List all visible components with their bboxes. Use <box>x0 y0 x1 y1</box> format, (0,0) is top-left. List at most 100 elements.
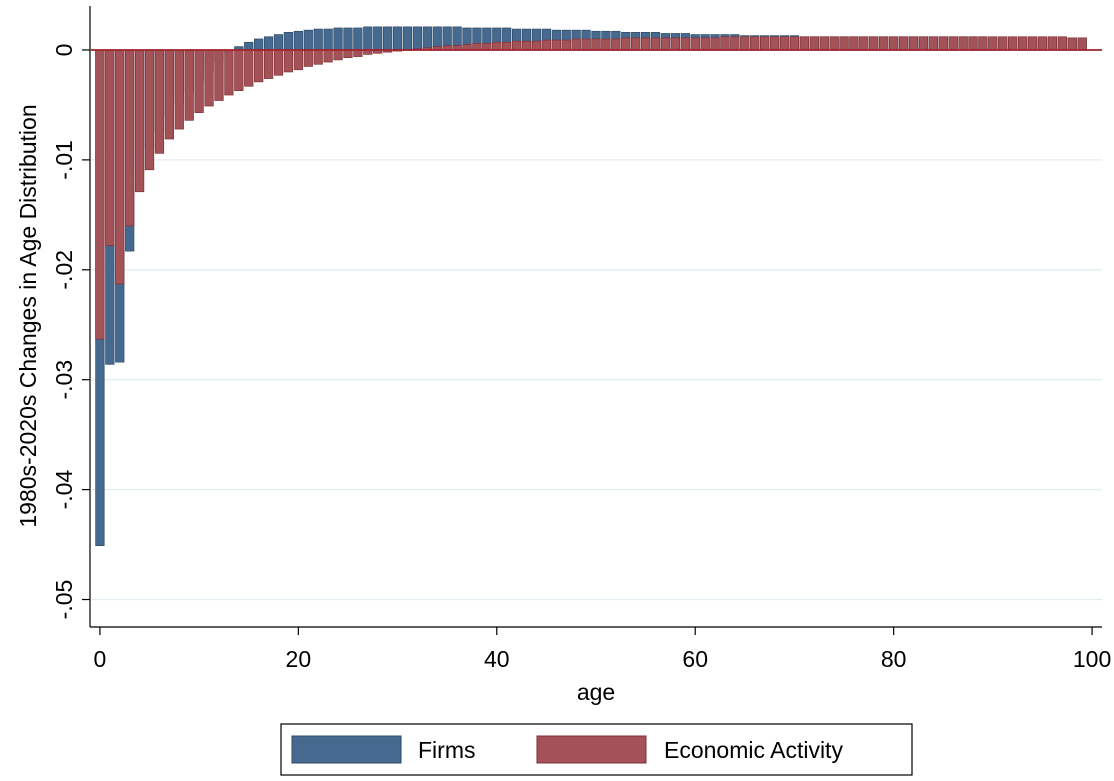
x-tick-label: 0 <box>94 646 107 672</box>
bar-firms-25 <box>343 27 353 51</box>
bar-economic-activity-81 <box>898 36 909 51</box>
bar-economic-activity-83 <box>918 36 929 51</box>
bar-economic-activity-93 <box>1018 36 1028 51</box>
bar-economic-activity-4 <box>134 49 145 193</box>
bar-economic-activity-90 <box>988 36 998 51</box>
bar-economic-activity-24 <box>333 49 343 61</box>
bar-economic-activity-55 <box>640 37 651 51</box>
bar-economic-activity-3 <box>125 49 135 227</box>
bar-firms-19 <box>283 32 294 51</box>
bar-economic-activity-88 <box>968 36 978 51</box>
bar-economic-activity-39 <box>482 43 492 51</box>
bar-economic-activity-69 <box>779 36 790 51</box>
bar-economic-activity-20 <box>293 49 303 71</box>
bar-economic-activity-0 <box>95 49 105 340</box>
bar-economic-activity-92 <box>1008 36 1018 51</box>
bar-economic-activity-77 <box>859 36 869 51</box>
x-tick-label: 100 <box>1073 646 1111 672</box>
bar-firms-26 <box>353 27 363 51</box>
bar-economic-activity-25 <box>343 49 353 59</box>
y-tick-label: -.04 <box>51 470 77 510</box>
bar-firms-15 <box>244 41 254 51</box>
economic-activity-bars <box>95 36 1087 340</box>
bar-firms-31 <box>402 26 413 51</box>
bar-economic-activity-18 <box>273 49 284 76</box>
y-axis-label: 1980s-2020s Changes in Age Distribution <box>15 104 41 527</box>
bar-economic-activity-67 <box>760 36 770 51</box>
bar-economic-activity-72 <box>809 36 819 51</box>
bar-economic-activity-79 <box>879 36 889 51</box>
bar-economic-activity-17 <box>263 49 274 79</box>
legend-swatch-economic-activity <box>536 735 647 764</box>
bar-economic-activity-13 <box>224 49 234 96</box>
bar-economic-activity-56 <box>650 37 661 51</box>
y-axis-ticks: 0 -.01 -.02 -.03 -.04 -.05 <box>51 44 90 620</box>
x-tick-label: 80 <box>881 646 907 672</box>
y-tick-label: -.03 <box>51 360 77 400</box>
bar-economic-activity-15 <box>244 49 254 87</box>
bar-firms-33 <box>422 26 432 51</box>
bar-economic-activity-51 <box>601 38 611 51</box>
bar-economic-activity-94 <box>1027 36 1038 51</box>
bar-economic-activity-10 <box>194 49 204 113</box>
bar-economic-activity-38 <box>472 43 482 51</box>
bar-economic-activity-45 <box>541 39 552 51</box>
bar-economic-activity-14 <box>234 49 244 91</box>
x-tick-label: 20 <box>286 646 312 672</box>
bar-firms-21 <box>303 29 313 51</box>
bar-economic-activity-49 <box>581 38 591 51</box>
bar-firms-24 <box>333 27 343 51</box>
bar-firms-17 <box>263 36 274 51</box>
bar-economic-activity-26 <box>353 49 363 57</box>
bar-economic-activity-98 <box>1067 37 1077 51</box>
legend-swatch-firms <box>291 735 402 764</box>
bar-economic-activity-86 <box>948 36 958 51</box>
legend-label-firms: Firms <box>418 737 475 763</box>
bar-economic-activity-5 <box>144 49 155 171</box>
bar-economic-activity-60 <box>690 37 700 51</box>
bar-economic-activity-95 <box>1037 36 1048 51</box>
bar-economic-activity-43 <box>521 40 532 51</box>
bar-firms-20 <box>293 30 303 51</box>
bar-economic-activity-89 <box>978 36 988 51</box>
bar-economic-activity-84 <box>928 36 938 51</box>
x-axis-label: age <box>577 679 615 705</box>
bar-economic-activity-19 <box>283 49 294 73</box>
bar-economic-activity-16 <box>254 49 264 83</box>
bar-firms-29 <box>383 26 393 51</box>
x-tick-label: 60 <box>682 646 708 672</box>
legend-label-economic-activity: Economic Activity <box>664 737 843 763</box>
bar-economic-activity-78 <box>869 36 879 51</box>
bar-economic-activity-61 <box>700 37 710 51</box>
bar-economic-activity-23 <box>323 49 333 63</box>
bar-economic-activity-75 <box>839 36 849 51</box>
grid-lines <box>91 159 1102 601</box>
bar-economic-activity-9 <box>184 49 194 121</box>
bar-economic-activity-44 <box>531 40 542 51</box>
bar-economic-activity-21 <box>303 49 313 67</box>
bar-economic-activity-48 <box>571 38 581 51</box>
y-tick-label: -.05 <box>51 580 77 620</box>
bar-economic-activity-96 <box>1047 36 1058 51</box>
legend: Firms Economic Activity <box>280 723 913 776</box>
bar-economic-activity-91 <box>998 36 1008 51</box>
bar-economic-activity-80 <box>889 36 899 51</box>
bar-economic-activity-47 <box>561 39 571 51</box>
bar-economic-activity-6 <box>154 49 165 154</box>
bar-economic-activity-64 <box>730 36 740 51</box>
bar-economic-activity-22 <box>313 49 323 65</box>
bar-economic-activity-65 <box>740 36 750 51</box>
bar-firms-30 <box>392 26 403 51</box>
bar-economic-activity-62 <box>710 37 720 51</box>
bar-economic-activity-70 <box>789 36 800 51</box>
bar-economic-activity-73 <box>819 36 829 51</box>
bar-firms-16 <box>254 38 264 51</box>
bar-firms-23 <box>323 28 333 51</box>
bar-economic-activity-87 <box>958 36 968 51</box>
bar-economic-activity-40 <box>492 41 502 51</box>
bar-economic-activity-85 <box>938 36 948 51</box>
bar-economic-activity-50 <box>591 38 601 51</box>
bar-economic-activity-82 <box>908 36 919 51</box>
